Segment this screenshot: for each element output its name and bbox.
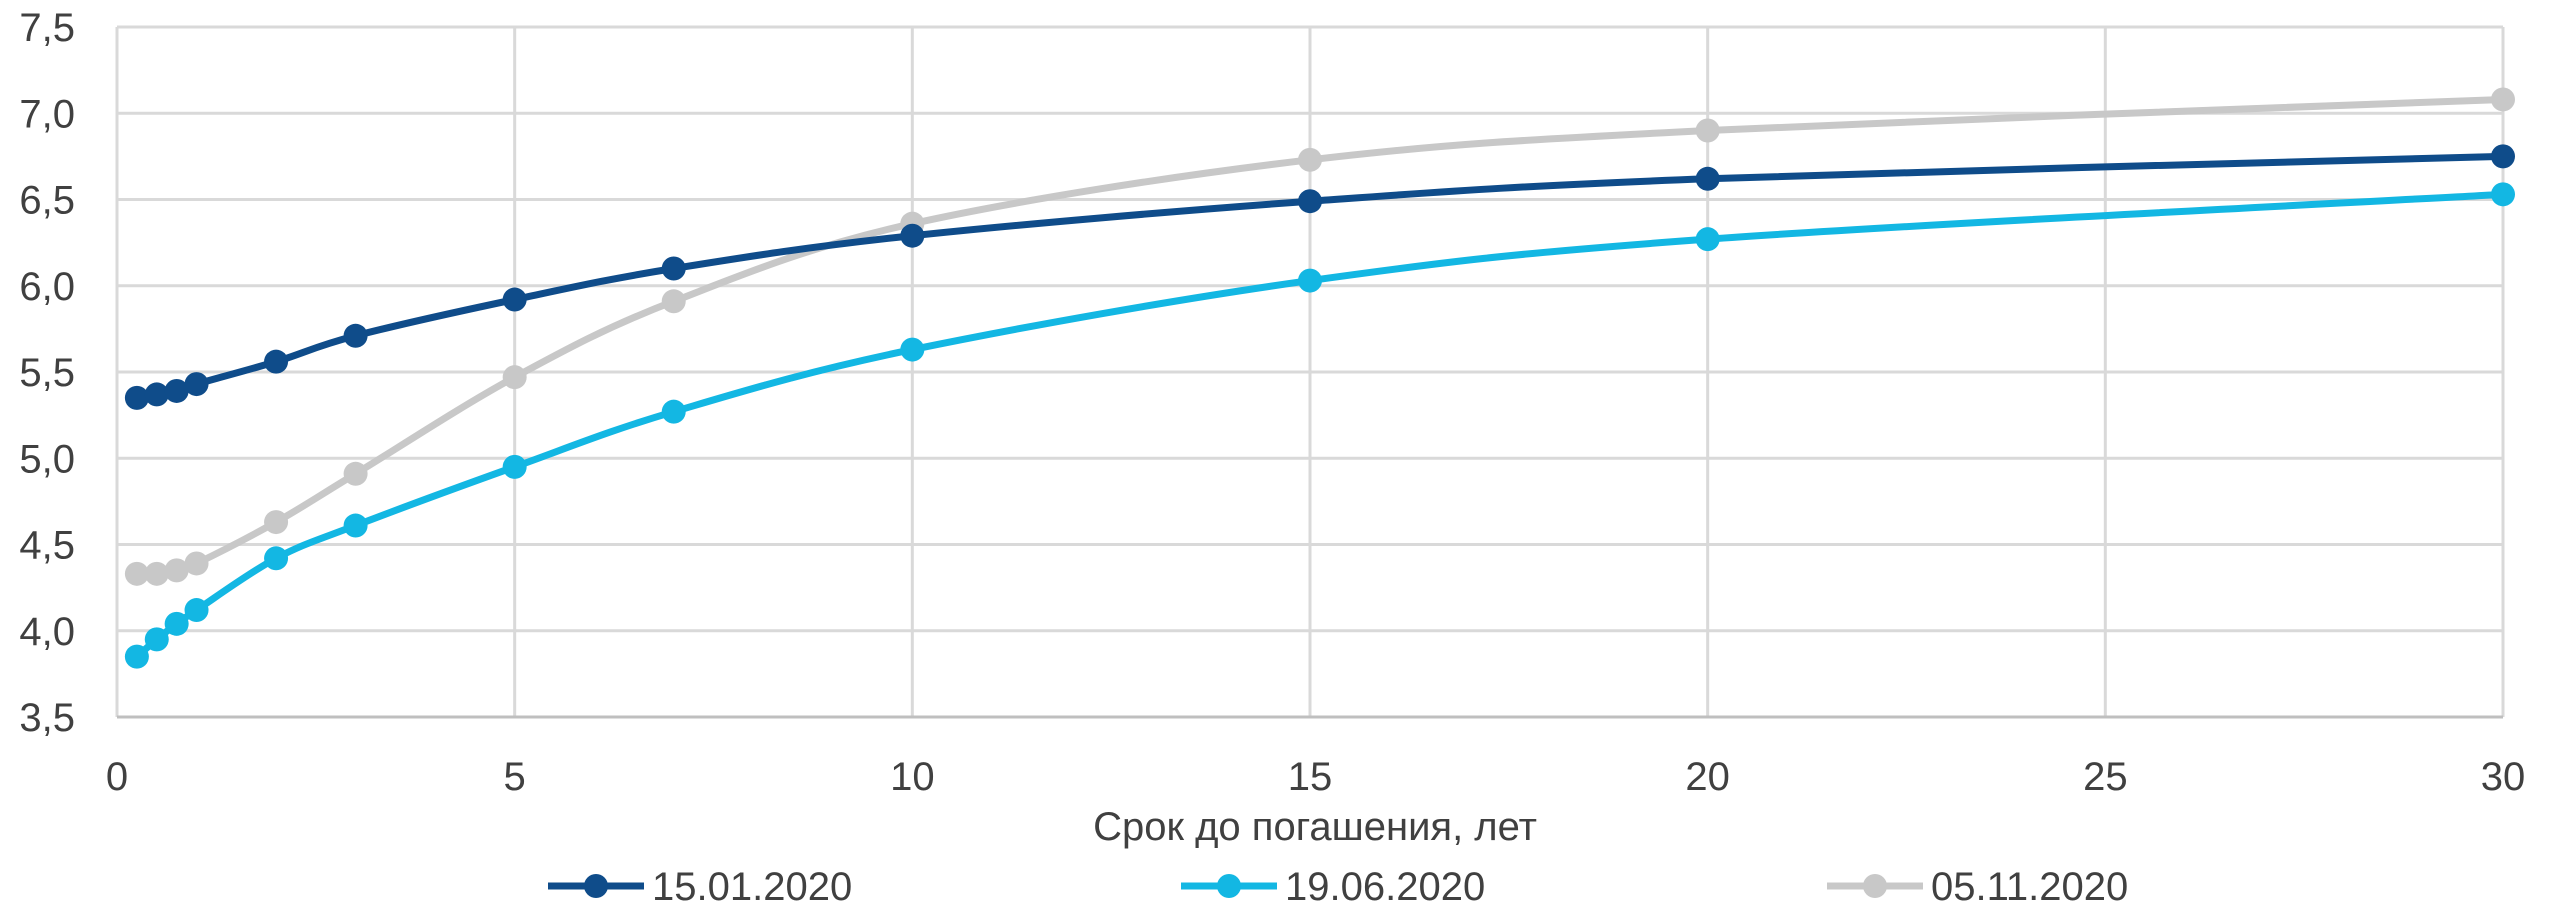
x-tick-label: 5 (504, 755, 526, 799)
data-point (502, 365, 527, 390)
y-tick-label: 4,0 (19, 610, 75, 654)
y-tick-label: 5,0 (19, 437, 75, 481)
series-05.11.2020 (124, 87, 2515, 586)
data-point (1695, 227, 1720, 252)
data-point (661, 399, 686, 424)
legend-swatch-marker (584, 874, 608, 898)
series-line (133, 190, 2507, 661)
x-tick-label: 30 (2481, 755, 2526, 799)
series-15.01.2020 (124, 144, 2515, 410)
data-point (1298, 268, 1322, 293)
data-point (343, 323, 368, 348)
x-tick-label: 25 (2083, 755, 2128, 799)
x-tick-label: 0 (106, 755, 128, 799)
data-point (264, 510, 289, 535)
legend-swatch-marker (1217, 874, 1241, 898)
legend-item-15.01.2020: 15.01.2020 (548, 865, 852, 905)
y-tick-label: 4,5 (19, 524, 75, 568)
data-point (343, 513, 368, 538)
data-point (144, 382, 169, 407)
data-point (124, 644, 149, 669)
data-point (661, 289, 686, 314)
data-point (144, 627, 169, 652)
data-point (184, 551, 209, 576)
data-point (1695, 166, 1720, 191)
y-tick-label: 7,0 (19, 92, 75, 136)
x-axis-title: Срок до погашения, лет (1093, 805, 1537, 849)
x-tick-label: 15 (1288, 755, 1333, 799)
data-point (343, 461, 368, 486)
legend-label: 19.06.2020 (1285, 865, 1485, 905)
series-layer (124, 87, 2515, 669)
x-tick-label: 10 (890, 755, 935, 799)
series-19.06.2020 (124, 182, 2515, 669)
data-point (164, 378, 189, 403)
data-point (264, 546, 289, 571)
data-point (900, 337, 925, 362)
y-tick-label: 5,5 (19, 351, 75, 395)
y-tick-label: 6,5 (19, 179, 75, 223)
data-point (164, 611, 189, 636)
data-point (2491, 144, 2515, 169)
data-point (184, 598, 209, 623)
data-point (900, 223, 925, 248)
data-point (1695, 118, 1720, 143)
y-tick-label: 3,5 (19, 696, 75, 740)
y-tick-label: 7,5 (19, 6, 75, 50)
y-axis-ticks: 3,5 4,0 4,5 5,0 5,5 6,0 6,5 7,0 7,5 (19, 6, 75, 740)
x-axis-ticks: 0 5 10 15 20 25 30 (106, 755, 2525, 799)
data-point (661, 256, 686, 281)
y-tick-label: 6,0 (19, 265, 75, 309)
series-line (133, 95, 2507, 578)
data-point (124, 561, 149, 586)
legend-item-05.11.2020: 05.11.2020 (1827, 865, 2128, 905)
x-tick-label: 20 (1685, 755, 1730, 799)
data-point (164, 558, 189, 583)
data-point (184, 372, 209, 397)
data-point (502, 454, 527, 479)
data-point (1298, 189, 1322, 214)
data-point (144, 561, 169, 586)
legend-label: 05.11.2020 (1931, 865, 2128, 905)
legend-label: 15.01.2020 (652, 865, 852, 905)
data-point (2491, 87, 2515, 112)
legend-item-19.06.2020: 19.06.2020 (1181, 865, 1485, 905)
data-point (502, 287, 527, 312)
data-point (2491, 182, 2515, 207)
grid (115, 25, 2505, 719)
data-point (1298, 147, 1322, 172)
data-point (124, 385, 149, 410)
legend-swatch-marker (1863, 874, 1887, 898)
data-point (264, 349, 289, 374)
legend: 15.01.2020 19.06.2020 05.11.2020 (548, 865, 2128, 905)
